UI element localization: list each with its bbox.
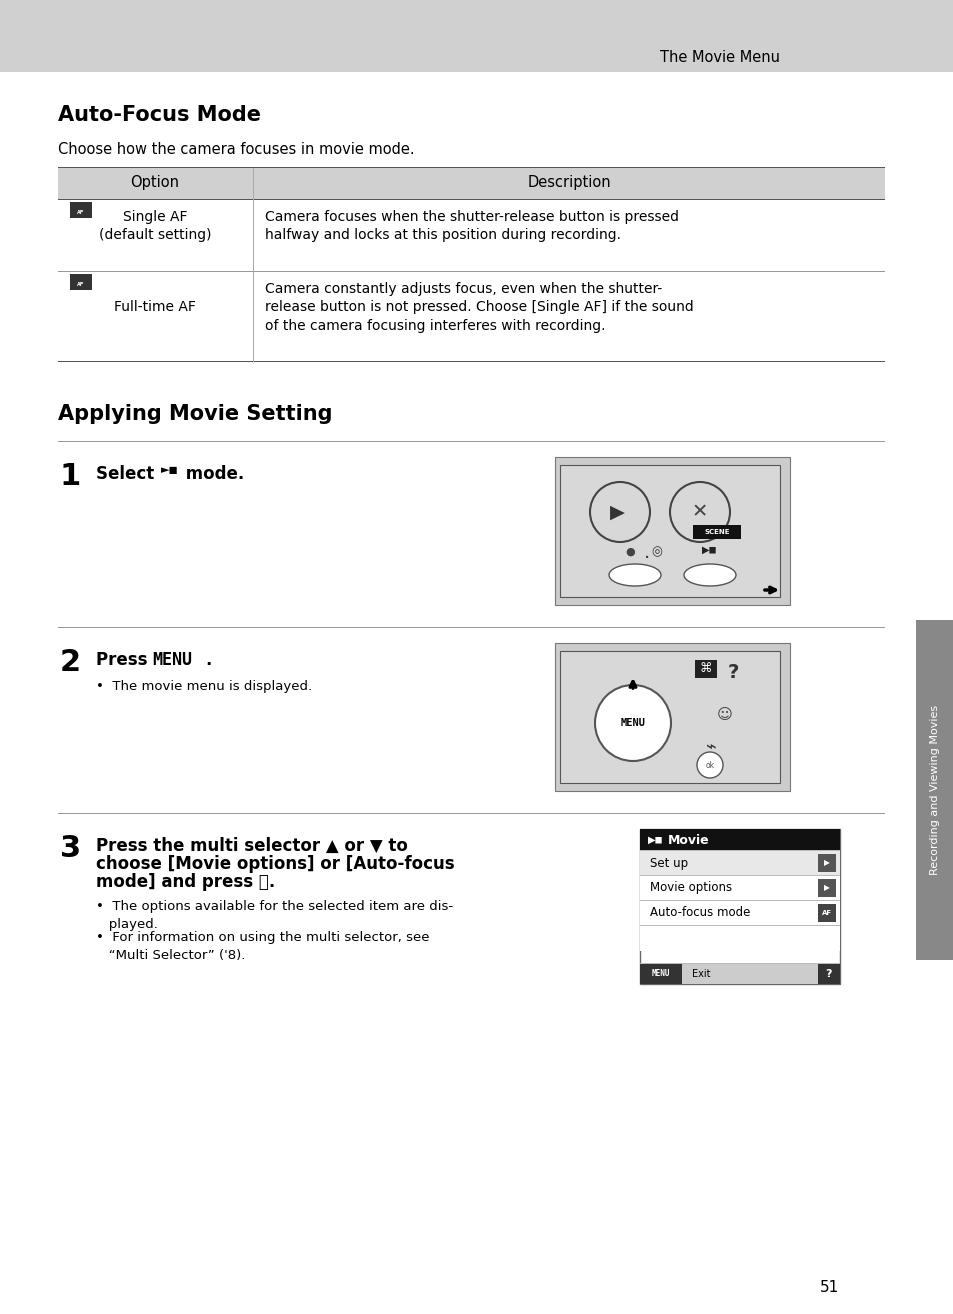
Text: AF: AF [77, 283, 85, 286]
Text: 51: 51 [820, 1280, 839, 1296]
Text: .: . [643, 543, 649, 561]
Text: MENU: MENU [152, 650, 192, 669]
Text: AF: AF [77, 210, 85, 215]
Bar [58, 167, 884, 168]
Bar [0, 0, 953, 72]
Text: Recording and Viewing Movies: Recording and Viewing Movies [929, 704, 939, 875]
Text: ?: ? [726, 664, 738, 682]
Text: 1: 1 [60, 463, 81, 491]
Bar [559, 650, 780, 783]
Text: 3: 3 [60, 834, 81, 863]
Text: ▶◼: ▶◼ [647, 834, 663, 845]
Text: Select: Select [96, 465, 160, 484]
Text: •  The options available for the selected item are dis-
   played.: • The options available for the selected… [96, 900, 453, 932]
Bar [58, 168, 884, 200]
Text: .: . [205, 650, 212, 669]
Text: S: S [79, 226, 83, 231]
Bar [58, 360, 884, 361]
Text: Full-time AF: Full-time AF [114, 300, 195, 314]
Bar [817, 904, 835, 922]
Text: choose [Movie options] or [Auto-focus: choose [Movie options] or [Auto-focus [96, 855, 455, 872]
Text: ●: ● [624, 547, 634, 557]
Text: Auto-focus mode: Auto-focus mode [649, 907, 750, 920]
Bar [58, 198, 884, 200]
Bar [58, 272, 884, 361]
Text: ▶: ▶ [609, 502, 624, 522]
Bar [915, 620, 953, 961]
Ellipse shape [608, 564, 660, 586]
Text: ◎: ◎ [651, 545, 661, 558]
Circle shape [697, 752, 722, 778]
Bar [639, 901, 840, 926]
Bar [639, 876, 840, 901]
Text: Auto-Focus Mode: Auto-Focus Mode [58, 105, 261, 125]
Bar [639, 851, 840, 876]
Text: AF: AF [821, 911, 831, 916]
Text: Single AF
(default setting): Single AF (default setting) [99, 210, 211, 242]
Text: MENU: MENU [619, 717, 645, 728]
Bar [692, 526, 740, 539]
Bar [555, 457, 789, 604]
Text: Press the multi selector ▲ or ▼ to: Press the multi selector ▲ or ▼ to [96, 837, 408, 855]
Bar [817, 854, 835, 872]
Text: MENU: MENU [651, 970, 670, 979]
Text: Movie: Movie [667, 833, 709, 846]
Text: Set up: Set up [649, 857, 687, 870]
Bar [639, 964, 681, 984]
Text: ▶: ▶ [823, 883, 829, 892]
Text: The Movie Menu: The Movie Menu [659, 50, 780, 64]
Text: mode] and press ⒪.: mode] and press ⒪. [96, 872, 275, 891]
Text: ☺: ☺ [717, 707, 732, 723]
Text: Press: Press [96, 650, 153, 669]
Text: ▶: ▶ [823, 858, 829, 867]
Bar [639, 829, 840, 851]
Text: Applying Movie Setting: Applying Movie Setting [58, 403, 333, 424]
Text: mode.: mode. [180, 465, 244, 484]
Bar [639, 964, 840, 984]
Text: Choose how the camera focuses in movie mode.: Choose how the camera focuses in movie m… [58, 142, 415, 156]
Text: ?: ? [825, 968, 831, 979]
Text: Camera focuses when the shutter-release button is pressed
halfway and locks at t: Camera focuses when the shutter-release … [265, 210, 679, 242]
Bar [639, 926, 840, 951]
Text: ►◼: ►◼ [161, 465, 178, 474]
Bar [58, 200, 884, 272]
Bar [70, 275, 91, 290]
Ellipse shape [683, 564, 735, 586]
Text: ▶◼: ▶◼ [701, 545, 717, 555]
Text: ok: ok [704, 761, 714, 770]
Bar [695, 660, 717, 678]
Text: •  The movie menu is displayed.: • The movie menu is displayed. [96, 681, 312, 692]
Bar [817, 964, 840, 984]
Text: Exit: Exit [691, 968, 710, 979]
Bar [559, 465, 780, 597]
Bar [70, 202, 91, 218]
Text: Option: Option [131, 175, 179, 191]
Text: Movie options: Movie options [649, 882, 731, 895]
Text: Description: Description [527, 175, 610, 191]
Bar [639, 829, 840, 984]
Bar [555, 643, 789, 791]
Text: SCENE: SCENE [703, 530, 729, 535]
Text: ⌘: ⌘ [699, 662, 712, 675]
Bar [817, 879, 835, 897]
Text: Camera constantly adjusts focus, even when the shutter-
release button is not pr: Camera constantly adjusts focus, even wh… [265, 283, 693, 332]
Circle shape [595, 685, 670, 761]
Text: ⌁: ⌁ [704, 738, 715, 757]
Text: F: F [79, 298, 83, 304]
Text: •  For information on using the multi selector, see
   “Multi Selector” ('8).: • For information on using the multi sel… [96, 932, 429, 962]
Text: 2: 2 [60, 648, 81, 677]
Text: ✕: ✕ [691, 502, 707, 522]
